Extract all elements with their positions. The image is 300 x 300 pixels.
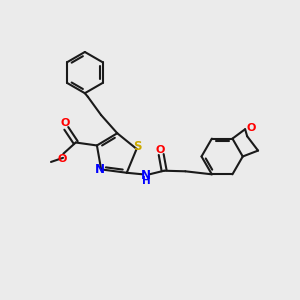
Text: O: O [246,123,256,133]
Text: H: H [142,176,150,186]
Text: S: S [133,140,142,153]
Text: O: O [60,118,70,128]
Text: N: N [95,164,105,176]
Text: N: N [141,169,151,182]
Text: O: O [155,145,165,154]
Text: O: O [58,154,67,164]
